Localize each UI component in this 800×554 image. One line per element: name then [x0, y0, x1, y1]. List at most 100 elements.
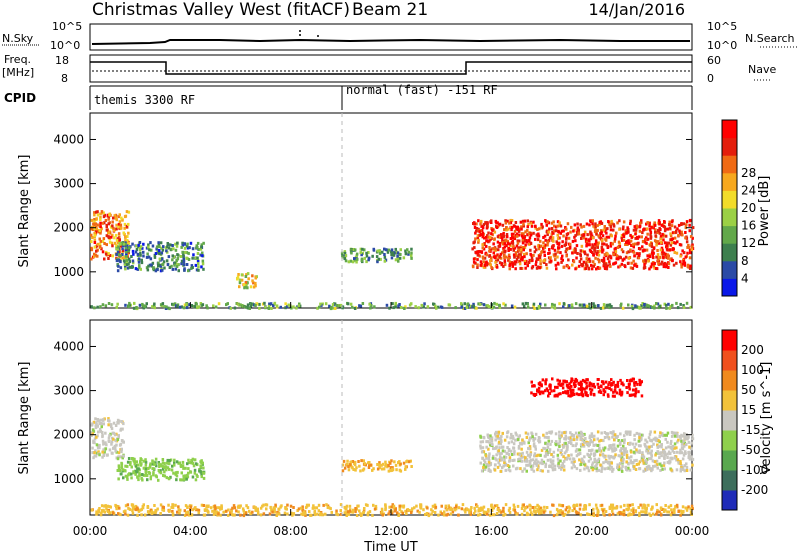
echo-cell [684, 231, 687, 234]
echo-cell [316, 512, 319, 516]
echo-cell [596, 253, 599, 257]
echo-cell [617, 240, 621, 244]
echo-cell [380, 507, 384, 511]
echo-cell [602, 388, 605, 392]
echo-cell [307, 503, 310, 507]
echo-cell [101, 221, 105, 225]
echo-cell [359, 304, 363, 308]
echo-cell [359, 247, 363, 251]
echo-cell [621, 306, 625, 310]
echo-cell [664, 261, 667, 265]
echo-cell [633, 445, 636, 449]
echo-cell [548, 227, 551, 231]
echo-cell [511, 241, 515, 245]
echo-cell [547, 394, 550, 398]
echo-cell [539, 461, 542, 465]
echo-cell [404, 509, 407, 513]
echo-cell [616, 463, 619, 467]
echo-cell [352, 248, 356, 251]
echo-cell [187, 467, 190, 471]
echo-cell [522, 232, 525, 236]
echo-cell [334, 307, 337, 310]
echo-cell [353, 257, 356, 261]
echo-cell [526, 262, 529, 266]
echo-cell [93, 451, 96, 455]
echo-cell [394, 251, 397, 255]
echo-cell [127, 247, 131, 251]
echo-cell [154, 252, 158, 255]
echo-cell [98, 453, 101, 457]
echo-cell [591, 305, 594, 309]
echo-cell [594, 459, 597, 463]
echo-cell [196, 256, 199, 260]
echo-cell [684, 255, 687, 259]
echo-cell [622, 235, 626, 238]
echo-cell [652, 442, 655, 446]
echo-cell [516, 239, 519, 243]
echo-cell [632, 450, 636, 454]
echo-cell [532, 442, 536, 446]
echo-cell [505, 451, 508, 455]
echo-cell [685, 240, 689, 244]
echo-cell [200, 475, 203, 479]
echo-cell [347, 260, 351, 264]
echo-cell [572, 248, 576, 252]
echo-cell [544, 462, 548, 466]
echo-cell [586, 233, 589, 237]
echo-cell [166, 458, 169, 462]
echo-cell [167, 462, 171, 466]
echo-cell [138, 266, 141, 270]
echo-cell [629, 248, 632, 252]
echo-cell [565, 254, 568, 258]
echo-cell [598, 249, 602, 253]
echo-cell [591, 243, 594, 247]
echo-cell [126, 460, 130, 464]
echo-cell [538, 381, 542, 385]
echo-cell [667, 302, 670, 306]
echo-cell [655, 255, 658, 259]
echo-cell [523, 304, 526, 308]
echo-cell [482, 435, 485, 439]
echo-cell [671, 248, 674, 252]
echo-cell [138, 248, 142, 252]
echo-cell [212, 512, 216, 516]
echo-cell [103, 510, 107, 514]
echo-cell [100, 227, 103, 231]
echo-cell [525, 469, 528, 473]
echo-cell [410, 302, 413, 306]
echo-cell [597, 304, 600, 308]
echo-cell [640, 456, 644, 460]
echo-cell [566, 445, 569, 449]
freq-tick-top: 18 [55, 54, 69, 67]
echo-cell [200, 461, 203, 465]
echo-cell [503, 245, 507, 249]
echo-cell [296, 509, 299, 512]
echo-cell [457, 506, 461, 510]
echo-cell [688, 256, 692, 260]
echo-cell [585, 440, 588, 444]
echo-cell [655, 510, 659, 514]
echo-cell [665, 433, 668, 437]
echo-cell [513, 262, 517, 266]
echo-cell [570, 303, 574, 307]
echo-cell [137, 243, 140, 247]
nsky-tick-bottom: 10^0 [50, 39, 80, 52]
echo-cell [611, 435, 614, 439]
echo-cell [678, 229, 681, 233]
echo-cell [634, 232, 637, 236]
echo-cell [139, 508, 142, 512]
echo-cell [372, 467, 375, 471]
echo-cell [99, 239, 103, 243]
echo-cell [619, 454, 622, 458]
echo-cell [123, 226, 126, 230]
echo-cell [575, 467, 579, 471]
echo-cell [613, 237, 617, 241]
echo-cell [487, 231, 490, 235]
echo-cell [570, 438, 574, 442]
echo-cell [117, 512, 120, 516]
echo-cell [630, 304, 634, 308]
echo-cell [194, 256, 198, 260]
echo-cell [609, 431, 612, 435]
echo-cell [560, 503, 563, 507]
echo-cell [691, 226, 695, 230]
